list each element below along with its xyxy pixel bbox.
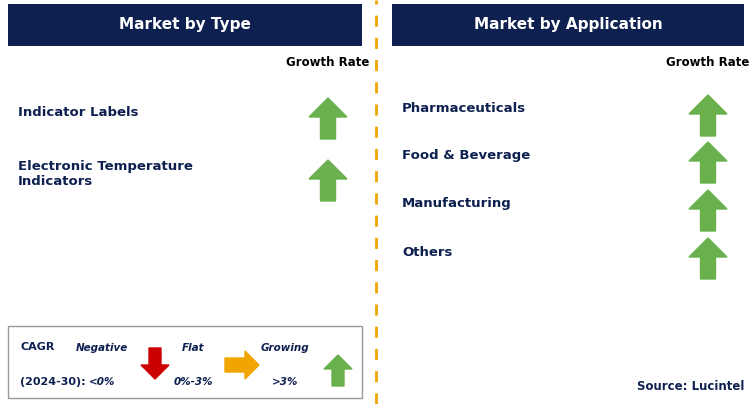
Text: CAGR: CAGR [20,342,54,352]
Polygon shape [689,238,727,279]
Text: >3%: >3% [272,377,298,387]
Text: Growing: Growing [261,343,309,353]
Polygon shape [689,190,727,231]
Polygon shape [324,355,352,386]
Text: (2024-30):: (2024-30): [20,377,86,387]
Text: Market by Type: Market by Type [119,17,251,32]
Text: 0%-3%: 0%-3% [173,377,213,387]
Text: <0%: <0% [89,377,115,387]
Text: Negative: Negative [76,343,128,353]
FancyBboxPatch shape [8,4,362,46]
Polygon shape [309,160,347,201]
Text: Others: Others [402,246,452,259]
Polygon shape [689,95,727,136]
Text: Source: Lucintel: Source: Lucintel [637,379,744,393]
Text: Food & Beverage: Food & Beverage [402,149,530,162]
Text: Manufacturing: Manufacturing [402,198,511,210]
Polygon shape [141,348,169,379]
Polygon shape [689,142,727,183]
FancyBboxPatch shape [392,4,744,46]
Text: Indicator Labels: Indicator Labels [18,105,138,118]
FancyBboxPatch shape [8,326,362,398]
Polygon shape [225,351,259,379]
Text: Flat: Flat [182,343,204,353]
Polygon shape [309,98,347,139]
Text: Pharmaceuticals: Pharmaceuticals [402,103,526,116]
Text: Market by Application: Market by Application [474,17,662,32]
Text: Growth Rate: Growth Rate [286,55,369,69]
Text: Electronic Temperature
Indicators: Electronic Temperature Indicators [18,160,193,188]
Text: Growth Rate: Growth Rate [666,55,749,69]
